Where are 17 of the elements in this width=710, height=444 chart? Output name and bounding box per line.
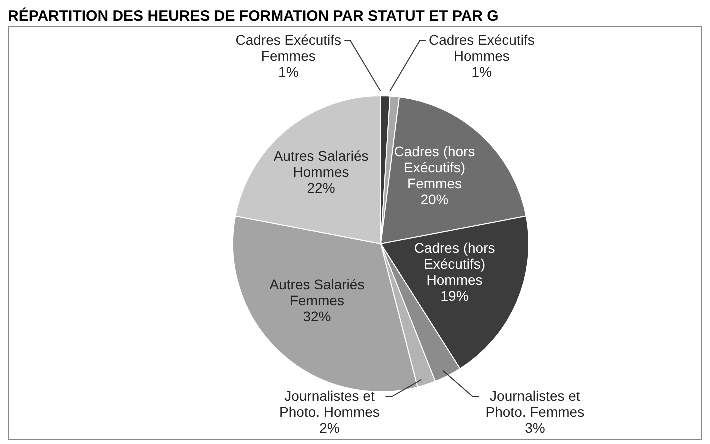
data-label: 2% (320, 420, 340, 436)
slice-label: Cadres (hors Exécutifs) Femmes (394, 143, 476, 192)
data-label: 20% (420, 191, 449, 208)
data-label: 19% (440, 288, 469, 304)
data-label: 1% (472, 64, 492, 80)
slice-label: Cadres Exécutifs Femmes (236, 32, 342, 64)
data-label: 32% (303, 308, 332, 324)
chart-title: RÉPARTITION DES HEURES DE FORMATION PAR STATUT ET PAR G (8, 8, 500, 26)
data-label: 22% (307, 180, 336, 196)
data-label: 3% (525, 420, 546, 436)
slice-label: Autres Salariés Femmes (270, 276, 365, 308)
slice-label: Cadres Exécutifs Hommes (429, 32, 535, 64)
slice-label: Cadres (hors Exécutifs) Hommes (414, 240, 496, 288)
slice-label: Journalistes et Photo. Hommes (280, 388, 380, 420)
slice-label: Autres Salariés Hommes (274, 148, 369, 180)
data-label: 1% (278, 64, 299, 80)
slice-label: Journalistes et Photo. Femmes (486, 388, 585, 420)
